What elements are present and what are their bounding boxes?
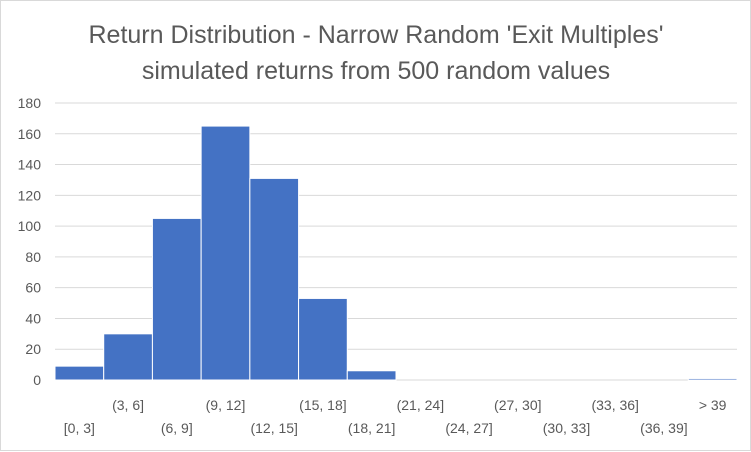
y-tick-label: 0 bbox=[33, 372, 41, 388]
histogram-bar bbox=[346, 370, 397, 381]
x-tick-label: (3, 6] bbox=[112, 397, 144, 413]
histogram-bar bbox=[687, 377, 738, 381]
y-tick-label: 40 bbox=[25, 310, 41, 326]
chart-subtitle: simulated returns from 500 random values bbox=[142, 57, 610, 85]
x-tick-label: (15, 18] bbox=[299, 397, 346, 413]
x-tick-label: > 39 bbox=[699, 397, 727, 413]
histogram-bar bbox=[54, 365, 105, 381]
x-tick-label: (18, 21] bbox=[348, 420, 395, 436]
histogram-bar bbox=[200, 125, 251, 381]
x-tick-label: (27, 30] bbox=[494, 397, 541, 413]
x-tick-label: (30, 33] bbox=[543, 420, 590, 436]
y-tick-label: 100 bbox=[18, 218, 42, 234]
x-tick-label: (33, 36] bbox=[591, 397, 638, 413]
histogram-bar bbox=[249, 177, 300, 381]
chart-title: Return Distribution - Narrow Random 'Exi… bbox=[88, 21, 663, 49]
x-axis-ticks: [0, 3] (3, 6] (6, 9] (9, 12](12, 15](15, 18… bbox=[64, 397, 727, 436]
x-tick-label: (6, 9] bbox=[161, 420, 193, 436]
y-tick-label: 160 bbox=[18, 126, 42, 142]
histogram-bar bbox=[298, 297, 348, 381]
y-tick-label: 20 bbox=[25, 341, 41, 357]
bars bbox=[54, 125, 738, 381]
x-tick-label: (21, 24] bbox=[397, 397, 444, 413]
histogram-bar bbox=[103, 333, 153, 381]
y-axis-ticks: 0 20 40 60 80 100 120 140 160 180 bbox=[18, 95, 42, 388]
y-tick-label: 60 bbox=[25, 280, 41, 296]
y-tick-label: 120 bbox=[18, 187, 42, 203]
x-tick-label: (36, 39] bbox=[640, 420, 687, 436]
x-tick-label: (9, 12] bbox=[206, 397, 246, 413]
y-tick-label: 140 bbox=[18, 157, 42, 173]
x-tick-label: [0, 3] bbox=[64, 420, 95, 436]
x-tick-label: (12, 15] bbox=[250, 420, 297, 436]
x-tick-label: (24, 27] bbox=[445, 420, 492, 436]
histogram-bar bbox=[151, 217, 202, 381]
y-tick-label: 180 bbox=[18, 95, 42, 111]
y-tick-label: 80 bbox=[25, 249, 41, 265]
